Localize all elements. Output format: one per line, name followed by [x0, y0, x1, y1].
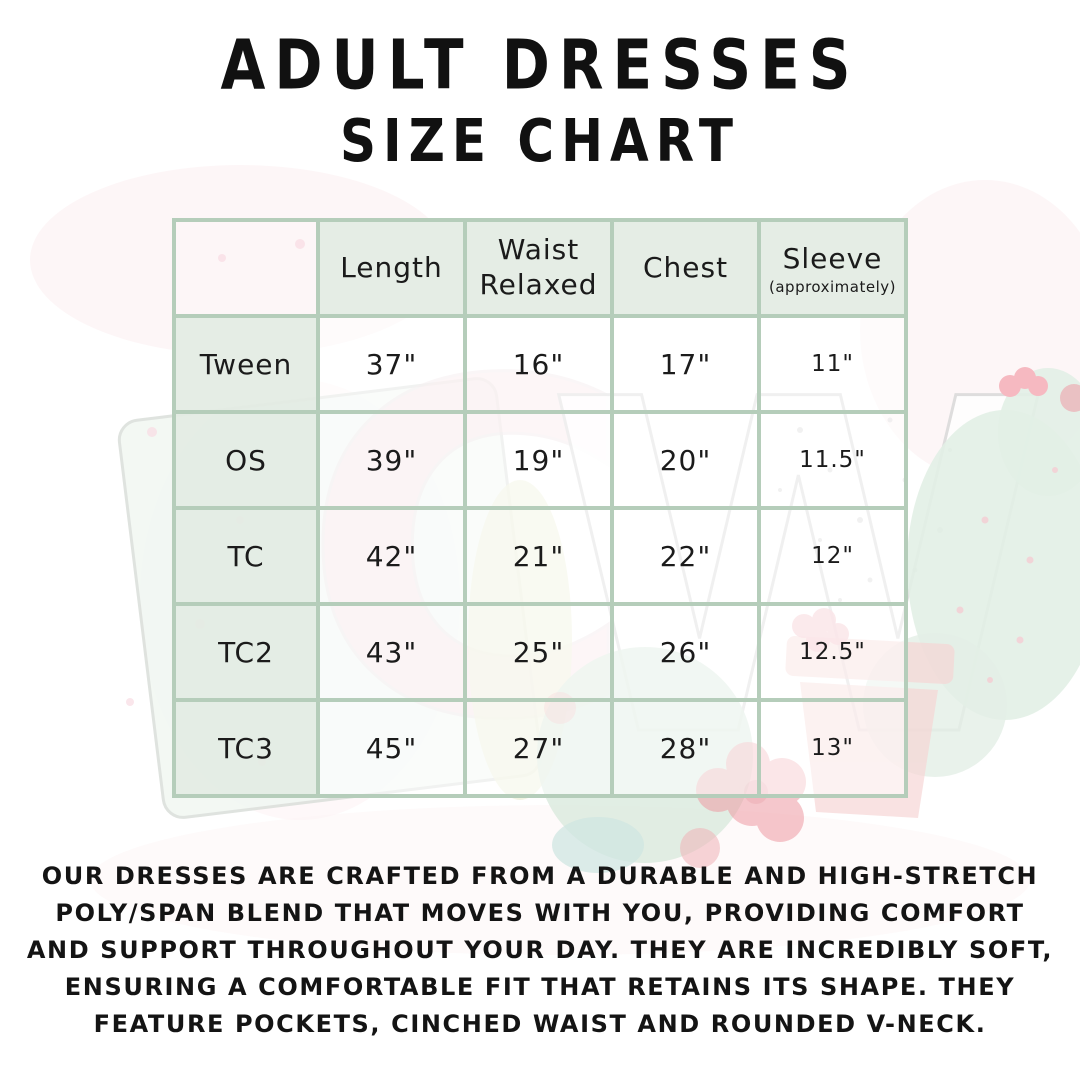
cell-chest: 17": [610, 314, 761, 414]
description-line: FEATURE POCKETS, CINCHED WAIST AND ROUND…: [93, 1010, 987, 1038]
cell-waist: 19": [463, 410, 614, 510]
cell-waist: 27": [463, 698, 614, 798]
cell-waist: 21": [463, 506, 614, 606]
description-line: POLY/SPAN BLEND THAT MOVES WITH YOU, PRO…: [55, 899, 1025, 927]
cell-sleeve: 12": [757, 506, 908, 606]
table-row-tc: TC 42" 21" 22" 12": [172, 506, 908, 606]
row-label: TC3: [172, 698, 320, 798]
cell-length: 42": [316, 506, 467, 606]
cell-chest: 22": [610, 506, 761, 606]
teal-leaf-illustration: [552, 817, 644, 873]
table-row-tween: Tween 37" 16" 17" 11": [172, 314, 908, 414]
cell-length: 43": [316, 602, 467, 702]
column-header-waist-relaxed: Waist Relaxed: [463, 218, 614, 318]
cactus-flower-icon: [999, 367, 1048, 397]
cell-chest: 28": [610, 698, 761, 798]
cell-length: 37": [316, 314, 467, 414]
title-block: ADULT DRESSES SIZE CHART: [0, 24, 1080, 176]
column-header-chest: Chest: [610, 218, 761, 318]
header-row: Length Waist Relaxed Chest Sleeve (appro…: [172, 218, 908, 318]
cell-waist: 25": [463, 602, 614, 702]
row-label: Tween: [172, 314, 320, 414]
row-label: OS: [172, 410, 320, 510]
cell-chest: 20": [610, 410, 761, 510]
column-header-sleeve: Sleeve (approximately): [757, 218, 908, 318]
table-row-tc3: TC3 45" 27" 28" 13": [172, 698, 908, 798]
description-line: ENSURING A COMFORTABLE FIT THAT RETAINS …: [64, 973, 1016, 1001]
table-row-tc2: TC2 43" 25" 26" 12.5": [172, 602, 908, 702]
size-table: Length Waist Relaxed Chest Sleeve (appro…: [172, 218, 908, 798]
column-header-length: Length: [316, 218, 467, 318]
page-subtitle: SIZE CHART: [339, 106, 741, 176]
cell-sleeve: 12.5": [757, 602, 908, 702]
corner-cell: [172, 218, 320, 318]
page-title: ADULT DRESSES: [220, 24, 860, 106]
row-label: TC: [172, 506, 320, 606]
cell-chest: 26": [610, 602, 761, 702]
cell-sleeve: 13": [757, 698, 908, 798]
cell-length: 39": [316, 410, 467, 510]
cell-length: 45": [316, 698, 467, 798]
description-line: OUR DRESSES ARE CRAFTED FROM A DURABLE A…: [41, 862, 1039, 890]
table-row-os: OS 39" 19" 20" 11.5": [172, 410, 908, 510]
pink-wash-bottom: [90, 805, 1030, 955]
cell-sleeve: 11": [757, 314, 908, 414]
product-description: OUR DRESSES ARE CRAFTED FROM A DURABLE A…: [0, 858, 1080, 1043]
description-line: AND SUPPORT THROUGHOUT YOUR DAY. THEY AR…: [26, 936, 1054, 964]
cell-waist: 16": [463, 314, 614, 414]
row-label: TC2: [172, 602, 320, 702]
cell-sleeve: 11.5": [757, 410, 908, 510]
edge-bloom-icon: [1060, 384, 1080, 412]
